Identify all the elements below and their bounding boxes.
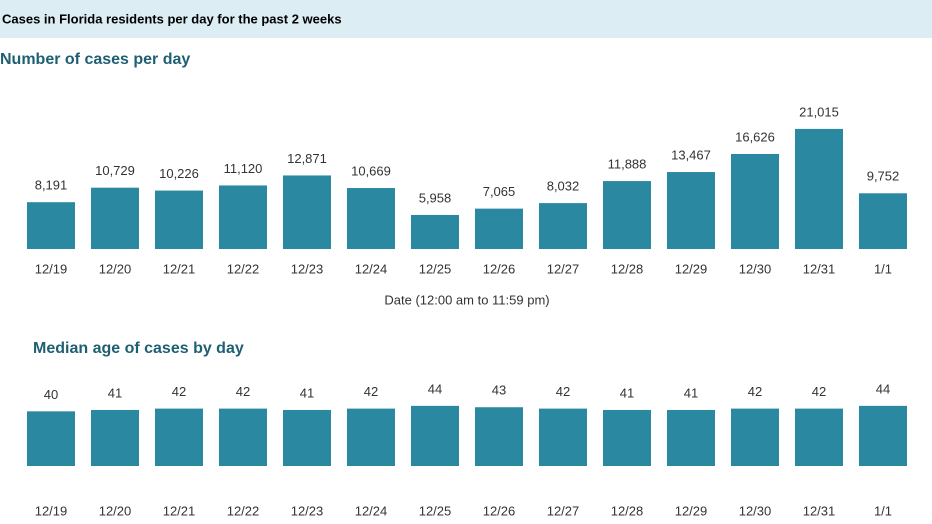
bar — [795, 128, 843, 249]
value-label: 11,888 — [608, 157, 647, 172]
value-label: 16,626 — [735, 129, 775, 144]
x-tick-label: 12/28 — [611, 503, 644, 518]
bar — [667, 172, 715, 249]
bar — [731, 153, 779, 249]
value-label: 42 — [172, 384, 186, 399]
x-tick-label: 12/23 — [291, 503, 324, 518]
x-tick-label: 1/1 — [874, 503, 892, 518]
header-title: Cases in Florida residents per day for t… — [2, 11, 342, 26]
x-tick-label: 12/22 — [227, 261, 260, 276]
bar — [731, 408, 779, 466]
x-tick-label: 12/30 — [739, 261, 772, 276]
value-label: 5,958 — [419, 190, 452, 205]
value-label: 42 — [748, 384, 762, 399]
bar — [795, 408, 843, 466]
bar — [667, 409, 715, 466]
value-label: 41 — [684, 385, 698, 400]
x-tick-label: 12/20 — [99, 261, 132, 276]
value-label: 13,467 — [671, 147, 711, 162]
chart-title: Median age of cases by day — [33, 340, 244, 357]
bar — [27, 202, 75, 249]
value-label: 41 — [108, 385, 122, 400]
x-tick-label: 12/19 — [35, 503, 68, 518]
x-tick-label: 12/24 — [355, 261, 388, 276]
bar — [539, 203, 587, 249]
chart-title: Number of cases per day — [0, 51, 190, 68]
x-tick-label: 12/29 — [675, 503, 708, 518]
bar — [347, 408, 395, 466]
header-band — [0, 0, 932, 38]
value-label: 44 — [428, 381, 442, 396]
value-label: 40 — [44, 387, 58, 402]
x-tick-label: 12/24 — [355, 503, 388, 518]
value-label: 7,065 — [483, 184, 516, 199]
x-tick-label: 12/19 — [35, 261, 68, 276]
value-label: 10,226 — [159, 166, 199, 181]
bar — [91, 187, 139, 249]
x-tick-label: 12/30 — [739, 503, 772, 518]
x-tick-label: 12/27 — [547, 261, 580, 276]
value-label: 41 — [300, 385, 314, 400]
bar — [859, 193, 907, 249]
value-label: 43 — [492, 383, 506, 398]
x-tick-label: 12/28 — [611, 261, 644, 276]
bar — [411, 405, 459, 466]
bar — [347, 188, 395, 249]
value-label: 41 — [620, 385, 634, 400]
x-tick-label: 12/31 — [803, 261, 836, 276]
value-label: 21,015 — [799, 104, 839, 119]
bar — [539, 408, 587, 466]
value-label: 12,871 — [287, 151, 327, 166]
x-tick-label: 12/25 — [419, 503, 452, 518]
x-tick-label: 12/23 — [291, 261, 324, 276]
value-label: 10,729 — [95, 163, 135, 178]
bar — [283, 175, 331, 249]
value-label: 10,669 — [351, 163, 391, 178]
value-label: 9,752 — [867, 169, 900, 184]
x-tick-label: 12/26 — [483, 261, 516, 276]
value-label: 11,120 — [224, 161, 263, 176]
bar — [603, 181, 651, 249]
bar — [155, 408, 203, 466]
bar — [91, 409, 139, 466]
value-label: 42 — [556, 384, 570, 399]
bar — [155, 190, 203, 249]
bar — [27, 411, 75, 466]
x-tick-label: 12/22 — [227, 503, 260, 518]
value-label: 42 — [236, 384, 250, 399]
x-tick-label: 12/21 — [163, 503, 196, 518]
x-axis-label: Date (12:00 am to 11:59 pm) — [384, 292, 549, 307]
x-tick-label: 1/1 — [874, 261, 892, 276]
bar — [283, 409, 331, 466]
x-tick-label: 12/29 — [675, 261, 708, 276]
x-tick-label: 12/25 — [419, 261, 452, 276]
value-label: 8,032 — [547, 179, 580, 194]
value-label: 44 — [876, 381, 890, 396]
bar — [219, 185, 267, 249]
bar — [859, 405, 907, 466]
value-label: 42 — [812, 384, 826, 399]
bar — [219, 408, 267, 466]
x-tick-label: 12/20 — [99, 503, 132, 518]
bar — [603, 409, 651, 466]
bar — [411, 214, 459, 249]
value-label: 8,191 — [35, 178, 68, 193]
x-tick-label: 12/26 — [483, 503, 516, 518]
bar — [475, 407, 523, 466]
value-label: 42 — [364, 384, 378, 399]
x-tick-label: 12/31 — [803, 503, 836, 518]
x-tick-label: 12/21 — [163, 261, 196, 276]
x-tick-label: 12/27 — [547, 503, 580, 518]
bar — [475, 208, 523, 249]
